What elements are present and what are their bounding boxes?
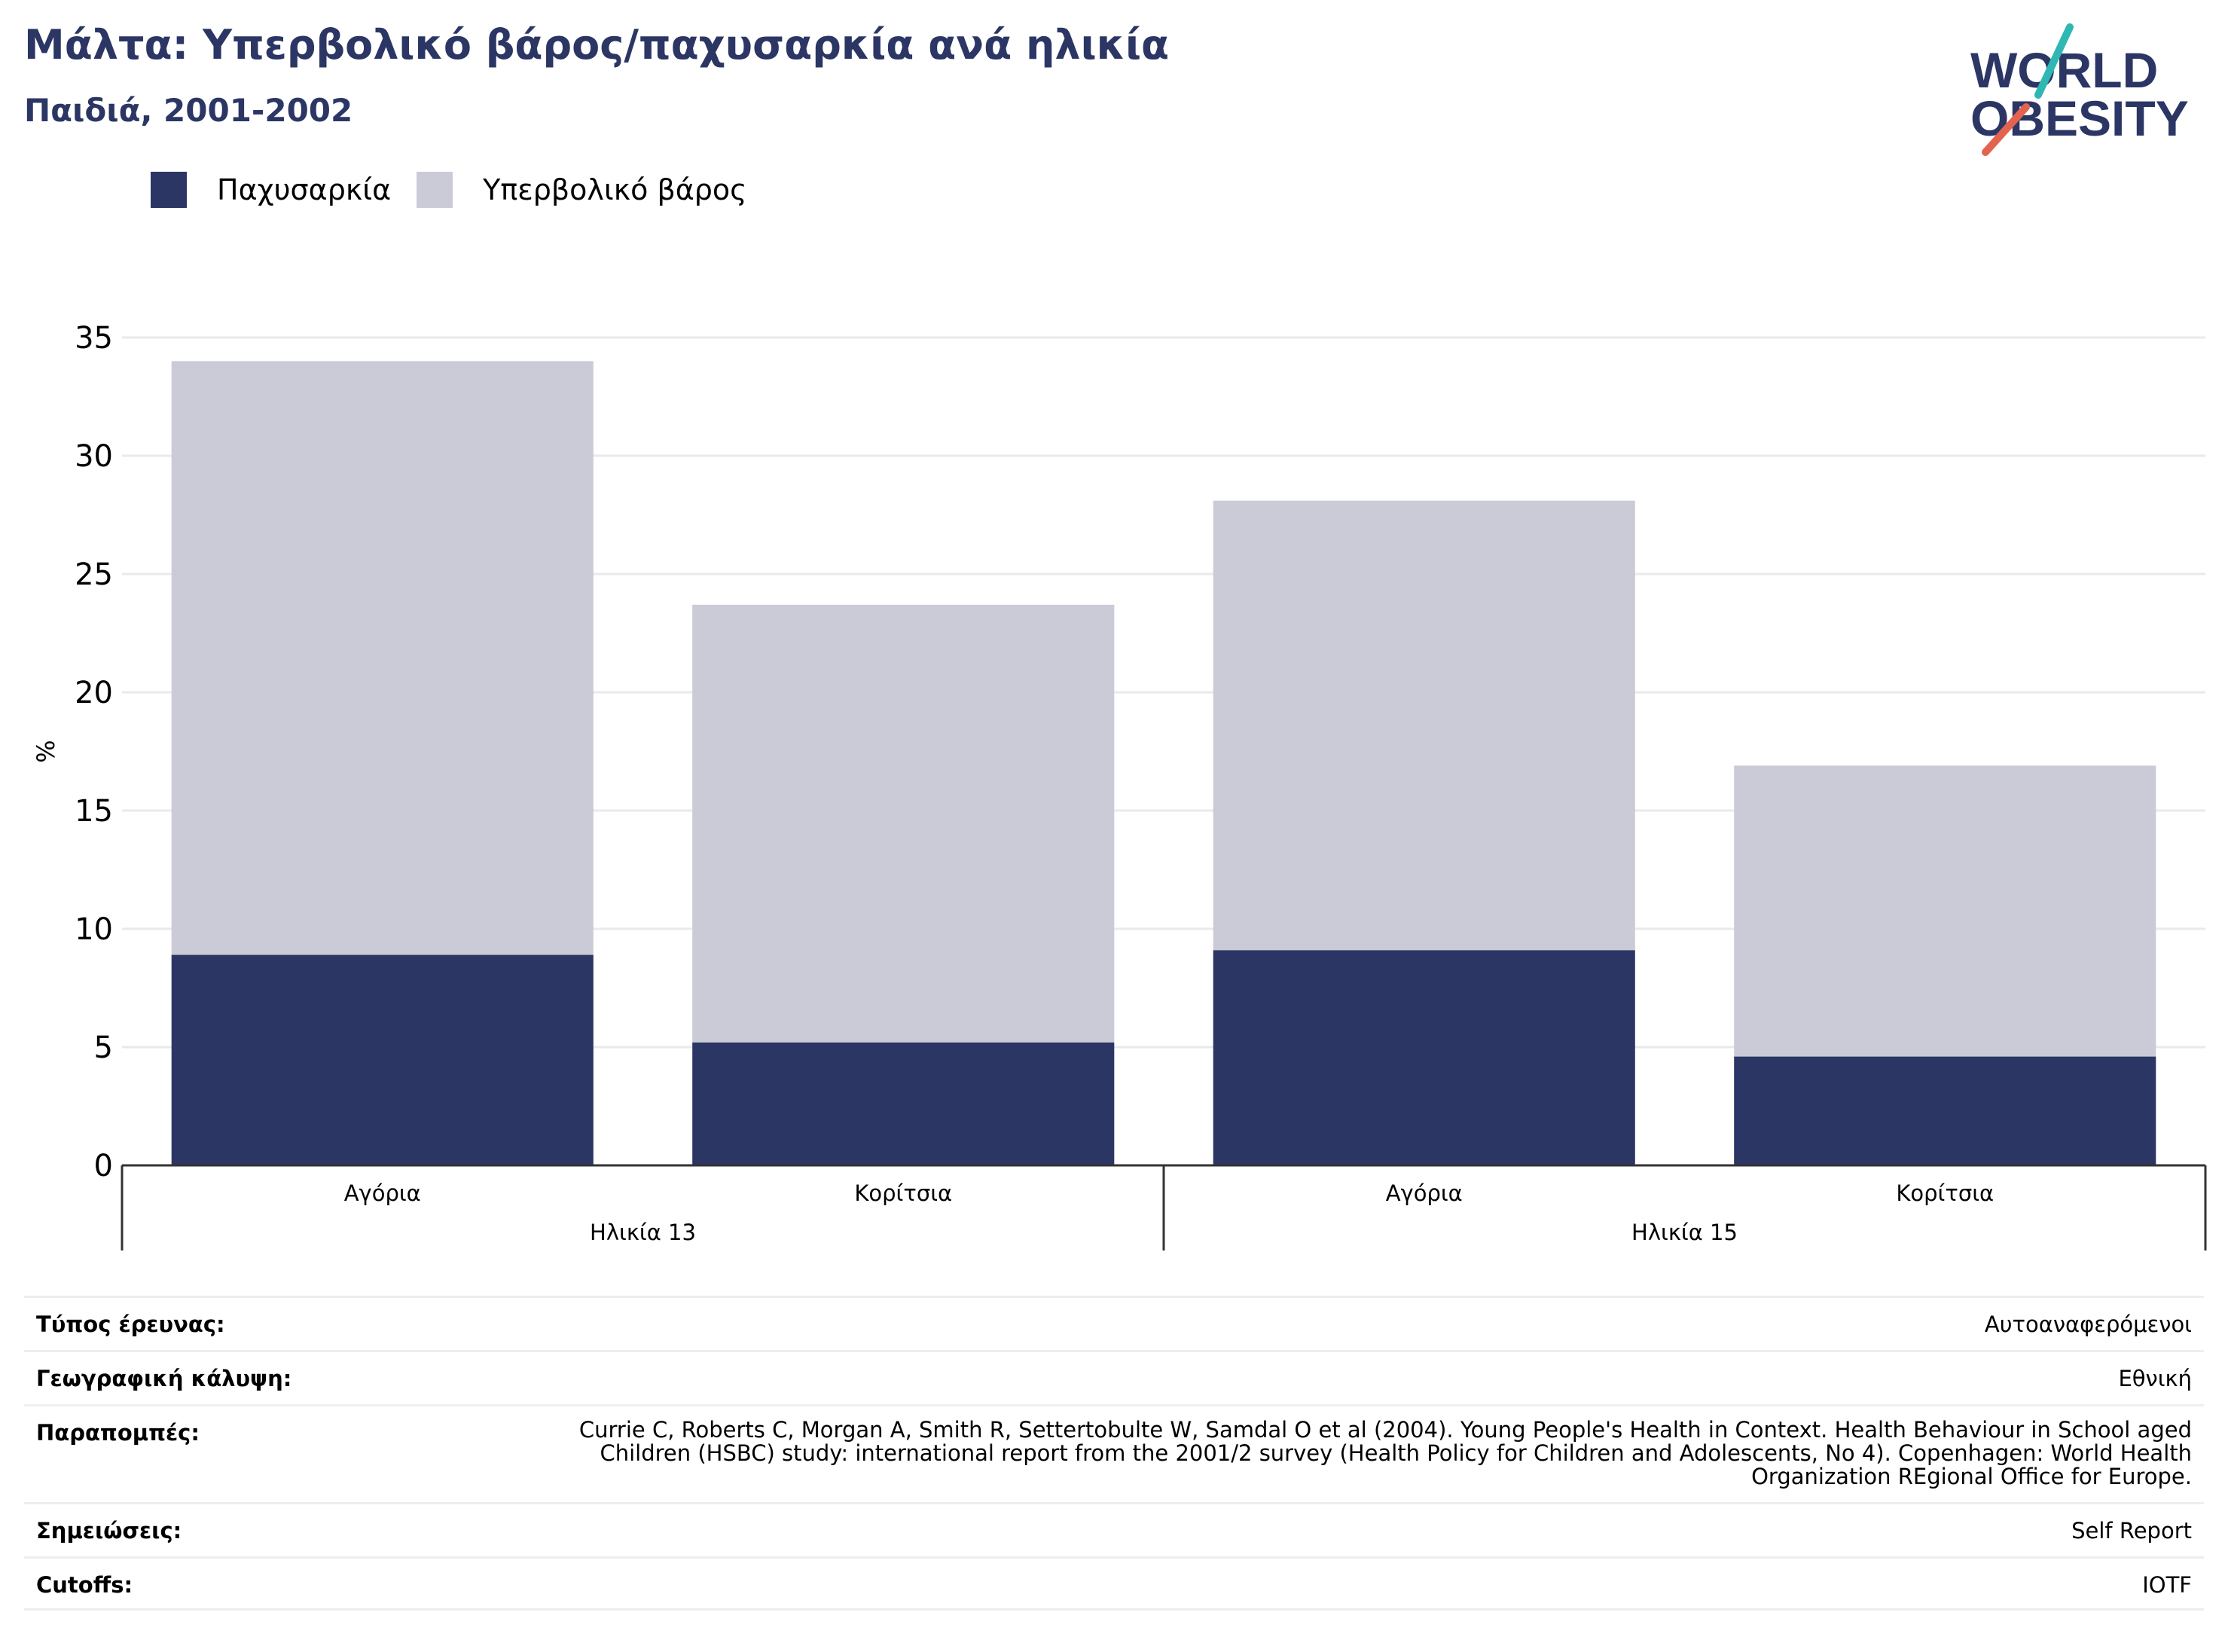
info-value: Εθνική [2118,1366,2192,1391]
info-key: Τύπος έρευνας: [36,1312,225,1337]
bar-obesity [1213,950,1635,1165]
y-tick-label: 5 [94,1031,113,1065]
info-table: Τύπος έρευνας: Αυτοαναφερόμενοι Γεωγραφι… [24,1296,2204,1611]
logo-slash-coral [1982,103,2030,156]
info-key: Cutoffs: [36,1572,133,1598]
y-tick-label: 35 [75,321,113,356]
legend-item-obesity: Παχυσαρκία [151,172,391,208]
y-tick-label: 10 [75,912,113,947]
y-tick-label: 0 [94,1149,113,1183]
bar-overweight [171,361,594,955]
info-row-coverage: Γεωγραφική κάλυψη: Εθνική [24,1350,2204,1404]
legend-swatch-obesity [151,172,187,208]
bar-overweight [1213,500,1635,951]
bar-obesity [692,1042,1115,1165]
legend: Παχυσαρκία Υπερβολικό βάρος [151,172,772,208]
y-axis-label: % [32,740,60,762]
x-category-label: Αγόρια [1386,1180,1463,1206]
y-tick-label: 20 [75,676,113,710]
x-category-label: Κορίτσια [854,1180,952,1206]
x-category-label: Κορίτσια [1896,1180,1994,1206]
world-obesity-logo: WORLD OBESITY [1970,23,2189,156]
y-tick-label: 25 [75,557,113,592]
legend-item-overweight: Υπερβολικό βάρος [417,172,746,208]
info-key: Παραπομπές: [36,1420,200,1446]
info-row-survey-type: Τύπος έρευνας: Αυτοαναφερόμενοι [24,1296,2204,1350]
info-value: IOTF [2142,1572,2192,1598]
info-key: Γεωγραφική κάλυψη: [36,1366,292,1391]
legend-label-obesity: Παχυσαρκία [217,173,392,206]
info-key: Σημειώσεις: [36,1518,182,1544]
logo-line2: OBESITY [1970,90,2189,146]
legend-label-overweight: Υπερβολικό βάρος [483,173,747,206]
logo-slash-teal [2034,23,2074,99]
info-value: Currie C, Roberts C, Morgan A, Smith R, … [578,1417,2192,1489]
x-group-label: Ηλικία 13 [590,1220,696,1245]
info-value: Αυτοαναφερόμενοι [1984,1312,2192,1337]
info-row-notes: Σημειώσεις: Self Report [24,1502,2204,1556]
x-group-label: Ηλικία 15 [1631,1220,1738,1245]
bar-obesity [171,954,594,1165]
bar-overweight [1734,765,2156,1057]
logo-line1: WORLD [1970,42,2158,98]
info-row-cutoffs: Cutoffs: IOTF [24,1556,2204,1611]
info-value: Self Report [2071,1518,2192,1544]
chart-title: Μάλτα: Υπερβολικό βάρος/παχυσαρκία ανά η… [24,21,1170,69]
y-tick-label: 15 [75,794,113,829]
chart-subtitle: Παιδιά, 2001-2002 [24,92,353,129]
bar-obesity [1734,1056,2156,1165]
legend-swatch-overweight [417,172,453,208]
y-tick-label: 30 [75,439,113,474]
bar-overweight [692,604,1115,1043]
bar-chart: 0 5 10 15 20 25 30 35% Αγόρια Κορίτσια Αγόρια Κορίτ… [32,321,2207,1250]
info-row-references: Παραπομπές: Currie C, Roberts C, Morgan … [24,1404,2204,1502]
x-category-label: Αγόρια [344,1180,421,1206]
